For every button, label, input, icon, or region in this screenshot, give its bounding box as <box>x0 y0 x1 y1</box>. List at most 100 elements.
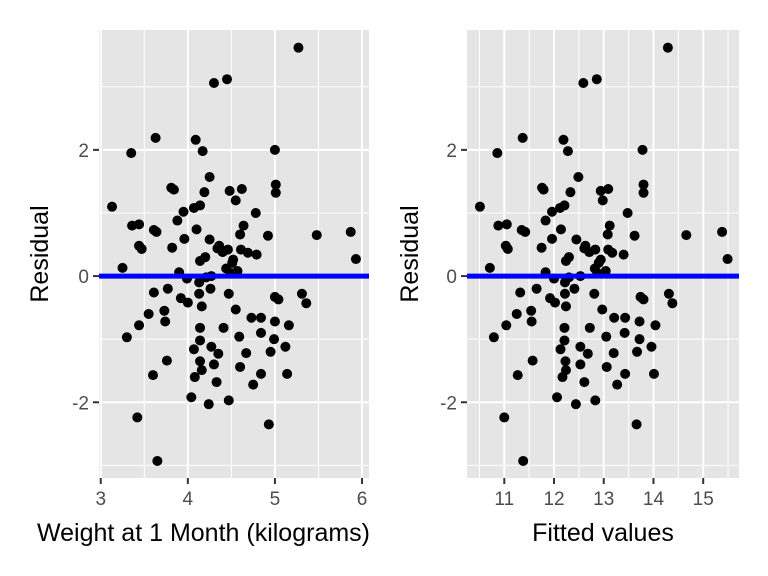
data-point <box>265 346 276 357</box>
data-point <box>148 370 158 381</box>
data-point <box>575 341 586 352</box>
data-point <box>204 234 215 245</box>
data-point <box>235 361 246 372</box>
data-point <box>246 312 257 323</box>
data-point <box>195 255 206 266</box>
data-point <box>547 206 558 217</box>
data-point <box>241 348 252 359</box>
data-point <box>597 304 608 315</box>
data-point <box>602 229 613 240</box>
data-point <box>555 224 566 235</box>
data-point <box>555 344 566 355</box>
data-point <box>217 247 228 258</box>
data-point <box>575 359 586 370</box>
data-point <box>242 247 253 258</box>
x-tick-label: 6 <box>357 489 368 510</box>
left-plot-points <box>107 42 361 466</box>
data-point <box>667 298 678 309</box>
data-point <box>188 202 199 213</box>
data-point <box>161 355 172 366</box>
data-point <box>148 287 159 298</box>
data-point <box>196 301 207 312</box>
data-point <box>269 144 280 155</box>
data-point <box>609 312 620 323</box>
data-point <box>650 320 661 331</box>
data-point <box>526 305 537 316</box>
data-point <box>638 187 649 198</box>
data-point <box>162 283 173 294</box>
data-point <box>236 184 247 195</box>
data-point <box>208 78 219 89</box>
data-point <box>622 207 633 218</box>
data-point <box>569 283 580 294</box>
data-point <box>270 179 281 190</box>
data-point <box>717 226 728 237</box>
data-point <box>559 288 570 299</box>
data-point <box>204 172 215 183</box>
right-plot-points <box>474 42 733 466</box>
data-point <box>218 322 229 333</box>
data-point <box>518 455 529 466</box>
data-point <box>182 297 193 308</box>
data-point <box>199 187 210 198</box>
data-point <box>601 361 612 372</box>
data-point <box>178 206 189 217</box>
data-point <box>493 220 504 231</box>
data-point <box>501 320 512 331</box>
data-point <box>107 201 118 212</box>
data-point <box>117 262 128 273</box>
data-point <box>188 344 199 355</box>
y-tick-label: 0 <box>78 267 89 288</box>
data-point <box>492 148 503 159</box>
data-point <box>195 335 206 346</box>
data-point <box>301 298 312 309</box>
data-point <box>646 341 657 352</box>
data-point <box>484 262 495 273</box>
left-plot: -2 0 2 3 4 5 6 Residual Weight at 1 Month (ki… <box>26 30 370 547</box>
data-point <box>648 368 659 379</box>
data-point <box>620 368 631 379</box>
data-point <box>195 322 206 333</box>
data-point <box>269 316 280 327</box>
right-plot-x-axis-title: Fitted values <box>532 519 674 547</box>
data-point <box>208 359 219 370</box>
data-point <box>186 392 197 403</box>
data-point <box>597 195 608 206</box>
left-plot-y-ticks: -2 0 2 <box>72 141 99 414</box>
data-point <box>134 320 145 331</box>
data-point <box>560 301 571 312</box>
data-point <box>234 331 245 342</box>
data-point <box>560 255 571 266</box>
data-point <box>536 242 547 253</box>
data-point <box>134 219 145 230</box>
data-point <box>520 226 531 237</box>
data-point <box>150 132 161 143</box>
data-point <box>662 42 673 53</box>
x-tick-label: 13 <box>593 489 614 510</box>
y-tick-label: -2 <box>440 393 457 414</box>
y-tick-label: 2 <box>78 141 89 162</box>
data-point <box>612 379 623 390</box>
data-point <box>280 341 291 352</box>
data-point <box>637 144 648 155</box>
left-plot-panel <box>99 30 369 478</box>
data-point <box>179 233 190 244</box>
x-tick-label: 5 <box>270 489 281 510</box>
data-point <box>554 202 565 213</box>
data-point <box>206 341 217 352</box>
data-point <box>474 201 485 212</box>
data-point <box>269 334 280 345</box>
data-point <box>499 412 510 423</box>
data-point <box>250 207 261 218</box>
left-plot-x-axis-title: Weight at 1 Month (kilograms) <box>37 519 370 547</box>
data-point <box>601 331 612 342</box>
data-point <box>527 355 538 366</box>
data-point <box>511 308 522 319</box>
data-point <box>488 332 499 343</box>
data-point <box>189 372 200 383</box>
data-point <box>638 179 649 190</box>
data-point <box>557 372 568 383</box>
data-point <box>196 365 207 376</box>
data-point <box>559 277 570 288</box>
right-plot: -2 0 2 11 12 13 14 15 Residual Fitted values <box>396 30 739 547</box>
